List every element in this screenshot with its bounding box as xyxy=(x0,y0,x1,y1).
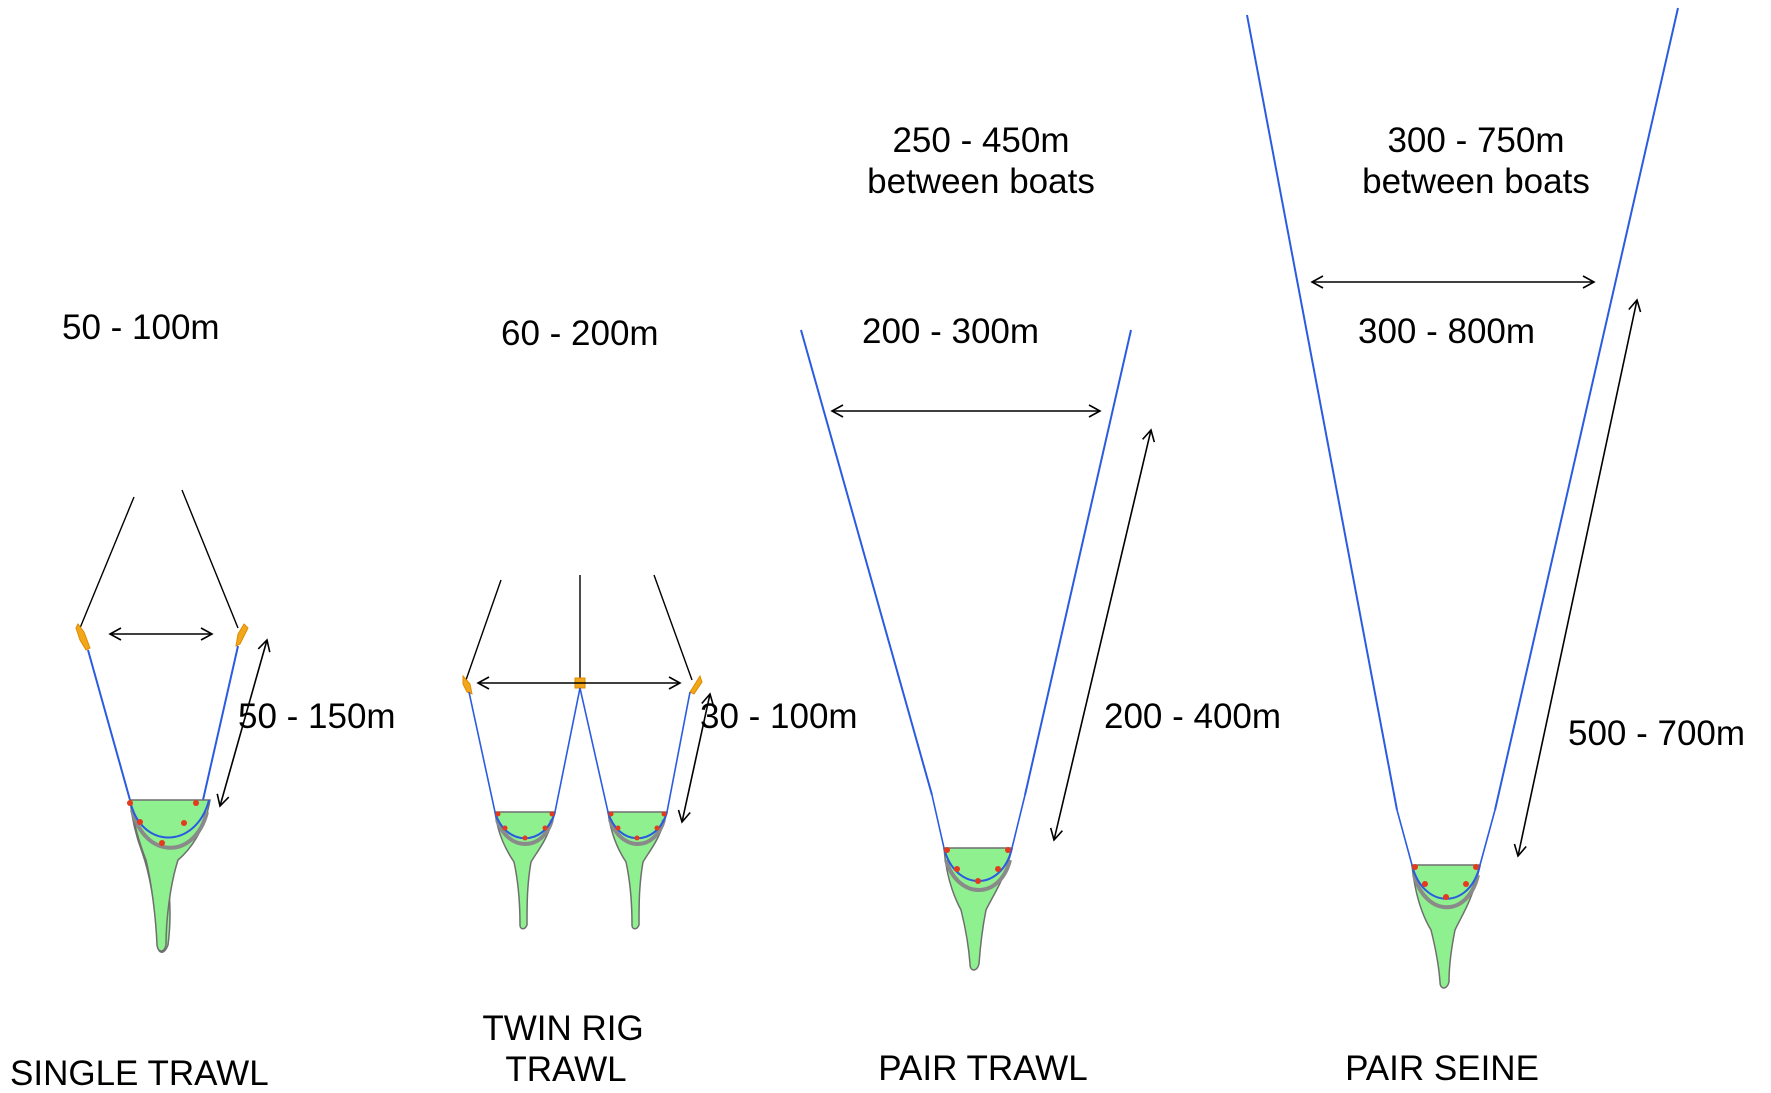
bridle-line-right xyxy=(181,489,239,629)
float xyxy=(661,811,667,817)
twin-rig-title-line1: TWIN RIG xyxy=(482,1009,643,1048)
float xyxy=(1422,881,1428,887)
float xyxy=(608,811,614,817)
twin-rig-title-line2: TRAWL xyxy=(505,1050,626,1089)
net-side-right xyxy=(1011,794,1026,849)
warp-length-arrow xyxy=(1513,298,1642,858)
sweep xyxy=(554,687,581,813)
float xyxy=(615,825,621,831)
bridle-length-arrow xyxy=(216,638,271,808)
float xyxy=(975,878,981,884)
float xyxy=(995,866,1001,872)
float xyxy=(1005,847,1011,853)
net-belly-line xyxy=(130,809,209,850)
twin-rig-trawl-panel: 60 - 200m 30 - 100m TWIN RIG TRAWL xyxy=(462,314,858,1089)
float xyxy=(127,800,133,806)
door-spread-label: 60 - 200m xyxy=(501,314,659,353)
warp-length-arrow xyxy=(1049,428,1156,842)
float xyxy=(137,819,143,825)
float xyxy=(495,811,501,817)
bridle-length-label: 50 - 150m xyxy=(238,697,396,736)
door-spread-label: 50 - 100m xyxy=(62,308,220,347)
net-side-left xyxy=(1396,809,1413,866)
float xyxy=(654,825,660,831)
bridle-line-left xyxy=(79,496,135,629)
boat-distance-label-line1: 250 - 450m xyxy=(892,121,1069,160)
float xyxy=(522,835,528,841)
float xyxy=(1473,864,1479,870)
float xyxy=(1463,881,1469,887)
net-belly-line xyxy=(608,819,666,846)
float xyxy=(954,866,960,872)
boat-distance-label-line2: between boats xyxy=(867,162,1095,201)
float xyxy=(1412,864,1418,870)
net-belly-line xyxy=(495,819,554,846)
boat-distance-label-line2: between boats xyxy=(1362,162,1590,201)
headline xyxy=(129,799,210,839)
net-side-left xyxy=(931,794,945,849)
float xyxy=(542,825,548,831)
seine-net xyxy=(1411,864,1481,989)
net-belly-line xyxy=(1412,874,1480,910)
net-side-right xyxy=(1479,809,1496,866)
float xyxy=(944,847,950,853)
otter-board-left xyxy=(462,674,473,695)
sweep-right xyxy=(202,645,239,801)
pair-trawl-panel: 250 - 450m between boats 200 - 300m 200 … xyxy=(800,121,1281,1088)
trawl-net xyxy=(943,847,1013,971)
net-belly-line xyxy=(944,859,1012,892)
bridle-line-right xyxy=(653,574,693,681)
warp-left xyxy=(1246,14,1398,811)
single-trawl-panel: 50 - 100m 50 - 150m SINGLE TRAWL xyxy=(10,308,396,1093)
sweep xyxy=(579,687,609,813)
warp-length-label: 500 - 700m xyxy=(1568,714,1745,753)
float xyxy=(159,840,165,846)
float xyxy=(181,820,187,826)
pair-seine-title: PAIR SEINE xyxy=(1345,1049,1539,1088)
bridle-line-left xyxy=(465,579,502,681)
bridle-length-label: 30 - 100m xyxy=(700,697,858,736)
float xyxy=(193,800,199,806)
single-trawl-title: SINGLE TRAWL xyxy=(10,1054,269,1093)
sweep xyxy=(468,691,496,813)
float xyxy=(502,825,508,831)
sweep-left xyxy=(87,649,131,801)
float xyxy=(634,835,640,841)
wing-spread-label: 200 - 300m xyxy=(862,312,1039,351)
pair-trawl-title: PAIR TRAWL xyxy=(878,1049,1087,1088)
warp-left xyxy=(800,329,933,796)
pair-seine-panel: 300 - 750m between boats 300 - 800m 500 … xyxy=(1246,7,1745,1088)
otter-board-left xyxy=(75,623,91,651)
float xyxy=(1443,894,1449,900)
float xyxy=(549,811,555,817)
warp-length-label: 200 - 400m xyxy=(1104,697,1281,736)
sweep xyxy=(666,691,691,813)
boat-distance-label-line1: 300 - 750m xyxy=(1387,121,1564,160)
wing-spread-label: 300 - 800m xyxy=(1358,312,1535,351)
bridle-length-arrow xyxy=(677,692,715,824)
